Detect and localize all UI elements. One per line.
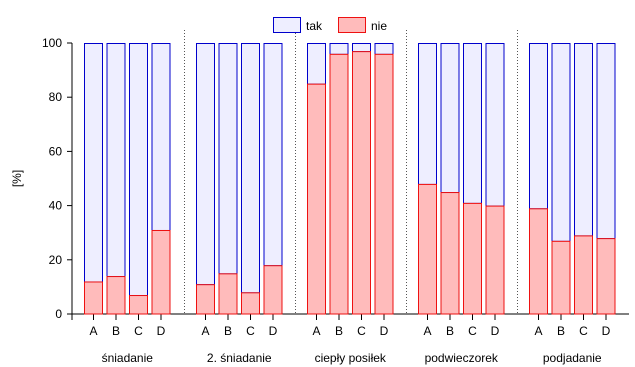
x-tick-label: C <box>357 324 366 338</box>
bar-segment-tak <box>218 43 238 275</box>
bar-segment-nie <box>151 229 171 315</box>
x-tick-label: C <box>468 324 477 338</box>
bar-segment-nie <box>440 192 460 315</box>
bar-segment-tak <box>440 43 460 194</box>
bar-segment-nie <box>596 238 616 315</box>
bar-segment-tak <box>263 43 283 267</box>
group-label: ciepły posiłek <box>315 351 387 365</box>
x-tick-label: A <box>423 324 431 338</box>
y-tick-label: 80 <box>49 90 63 104</box>
x-tick-label: A <box>201 324 209 338</box>
x-tick-label: A <box>312 324 320 338</box>
bar-segment-nie <box>84 281 103 315</box>
bar-segment-nie <box>241 292 260 315</box>
bar-segment-tak <box>529 43 548 210</box>
bar-segment-tak <box>352 43 371 53</box>
bar-segment-nie <box>129 295 148 315</box>
group-label: 2. śniadanie <box>207 351 272 365</box>
y-tick-label: 20 <box>49 253 63 267</box>
bar-segment-nie <box>218 273 238 315</box>
bar-segment-tak <box>463 43 482 204</box>
group-label: śniadanie <box>102 351 154 365</box>
x-tick-label: B <box>335 324 343 338</box>
x-tick-label: A <box>534 324 542 338</box>
bar-segment-nie <box>485 205 505 315</box>
x-tick-label: C <box>134 324 143 338</box>
bar-segment-nie <box>574 235 593 315</box>
x-tick-label: C <box>246 324 255 338</box>
x-tick-label: D <box>602 324 611 338</box>
x-tick-label: B <box>224 324 232 338</box>
y-tick-label: 40 <box>49 199 63 213</box>
bar-segment-nie <box>196 284 215 315</box>
bar-segment-tak <box>106 43 126 278</box>
x-tick-label: B <box>557 324 565 338</box>
x-tick-label: D <box>269 324 278 338</box>
x-tick-label: D <box>157 324 166 338</box>
bar-segment-tak <box>596 43 616 240</box>
bar-segment-nie <box>374 53 394 315</box>
bar-segment-tak <box>374 43 394 55</box>
bar-segment-nie <box>106 276 126 315</box>
legend-item-nie-label: nie <box>371 19 387 33</box>
bar-segment-nie <box>551 240 571 315</box>
legend-item-tak-label: tak <box>306 19 323 33</box>
bar-segment-nie <box>529 208 548 315</box>
x-tick-label: C <box>579 324 588 338</box>
y-tick-label: 0 <box>55 307 62 321</box>
legend: tak nie <box>273 17 387 33</box>
bar-segment-tak <box>418 43 437 185</box>
bar-segment-tak <box>551 43 571 242</box>
bars-layer <box>84 43 616 315</box>
bar-segment-nie <box>418 183 437 315</box>
bar-segment-tak <box>485 43 505 207</box>
x-tick-label: B <box>112 324 120 338</box>
bar-segment-nie <box>263 265 283 315</box>
y-axis-label: [%] <box>10 170 24 187</box>
bar-segment-tak <box>129 43 148 297</box>
group-label: podwieczorek <box>425 351 499 365</box>
x-tick-label: D <box>380 324 389 338</box>
bar-segment-tak <box>329 43 349 55</box>
bar-segment-nie <box>307 83 326 315</box>
bar-segment-tak <box>574 43 593 237</box>
y-tick-label: 60 <box>49 144 63 158</box>
legend-item-tak-swatch <box>273 17 301 33</box>
bar-segment-nie <box>352 51 371 315</box>
bar-segment-tak <box>241 43 260 294</box>
group-label: podjadanie <box>543 351 602 365</box>
bar-segment-tak <box>151 43 171 231</box>
bar-segment-tak <box>84 43 103 283</box>
bar-segment-tak <box>307 43 326 85</box>
bar-segment-tak <box>196 43 215 286</box>
bar-segment-nie <box>463 202 482 315</box>
x-tick-label: B <box>446 324 454 338</box>
bar-segment-nie <box>329 53 349 315</box>
y-tick-label: 100 <box>42 36 62 50</box>
legend-item-nie-swatch <box>338 17 366 33</box>
x-tick-label: D <box>491 324 500 338</box>
x-tick-label: A <box>89 324 97 338</box>
